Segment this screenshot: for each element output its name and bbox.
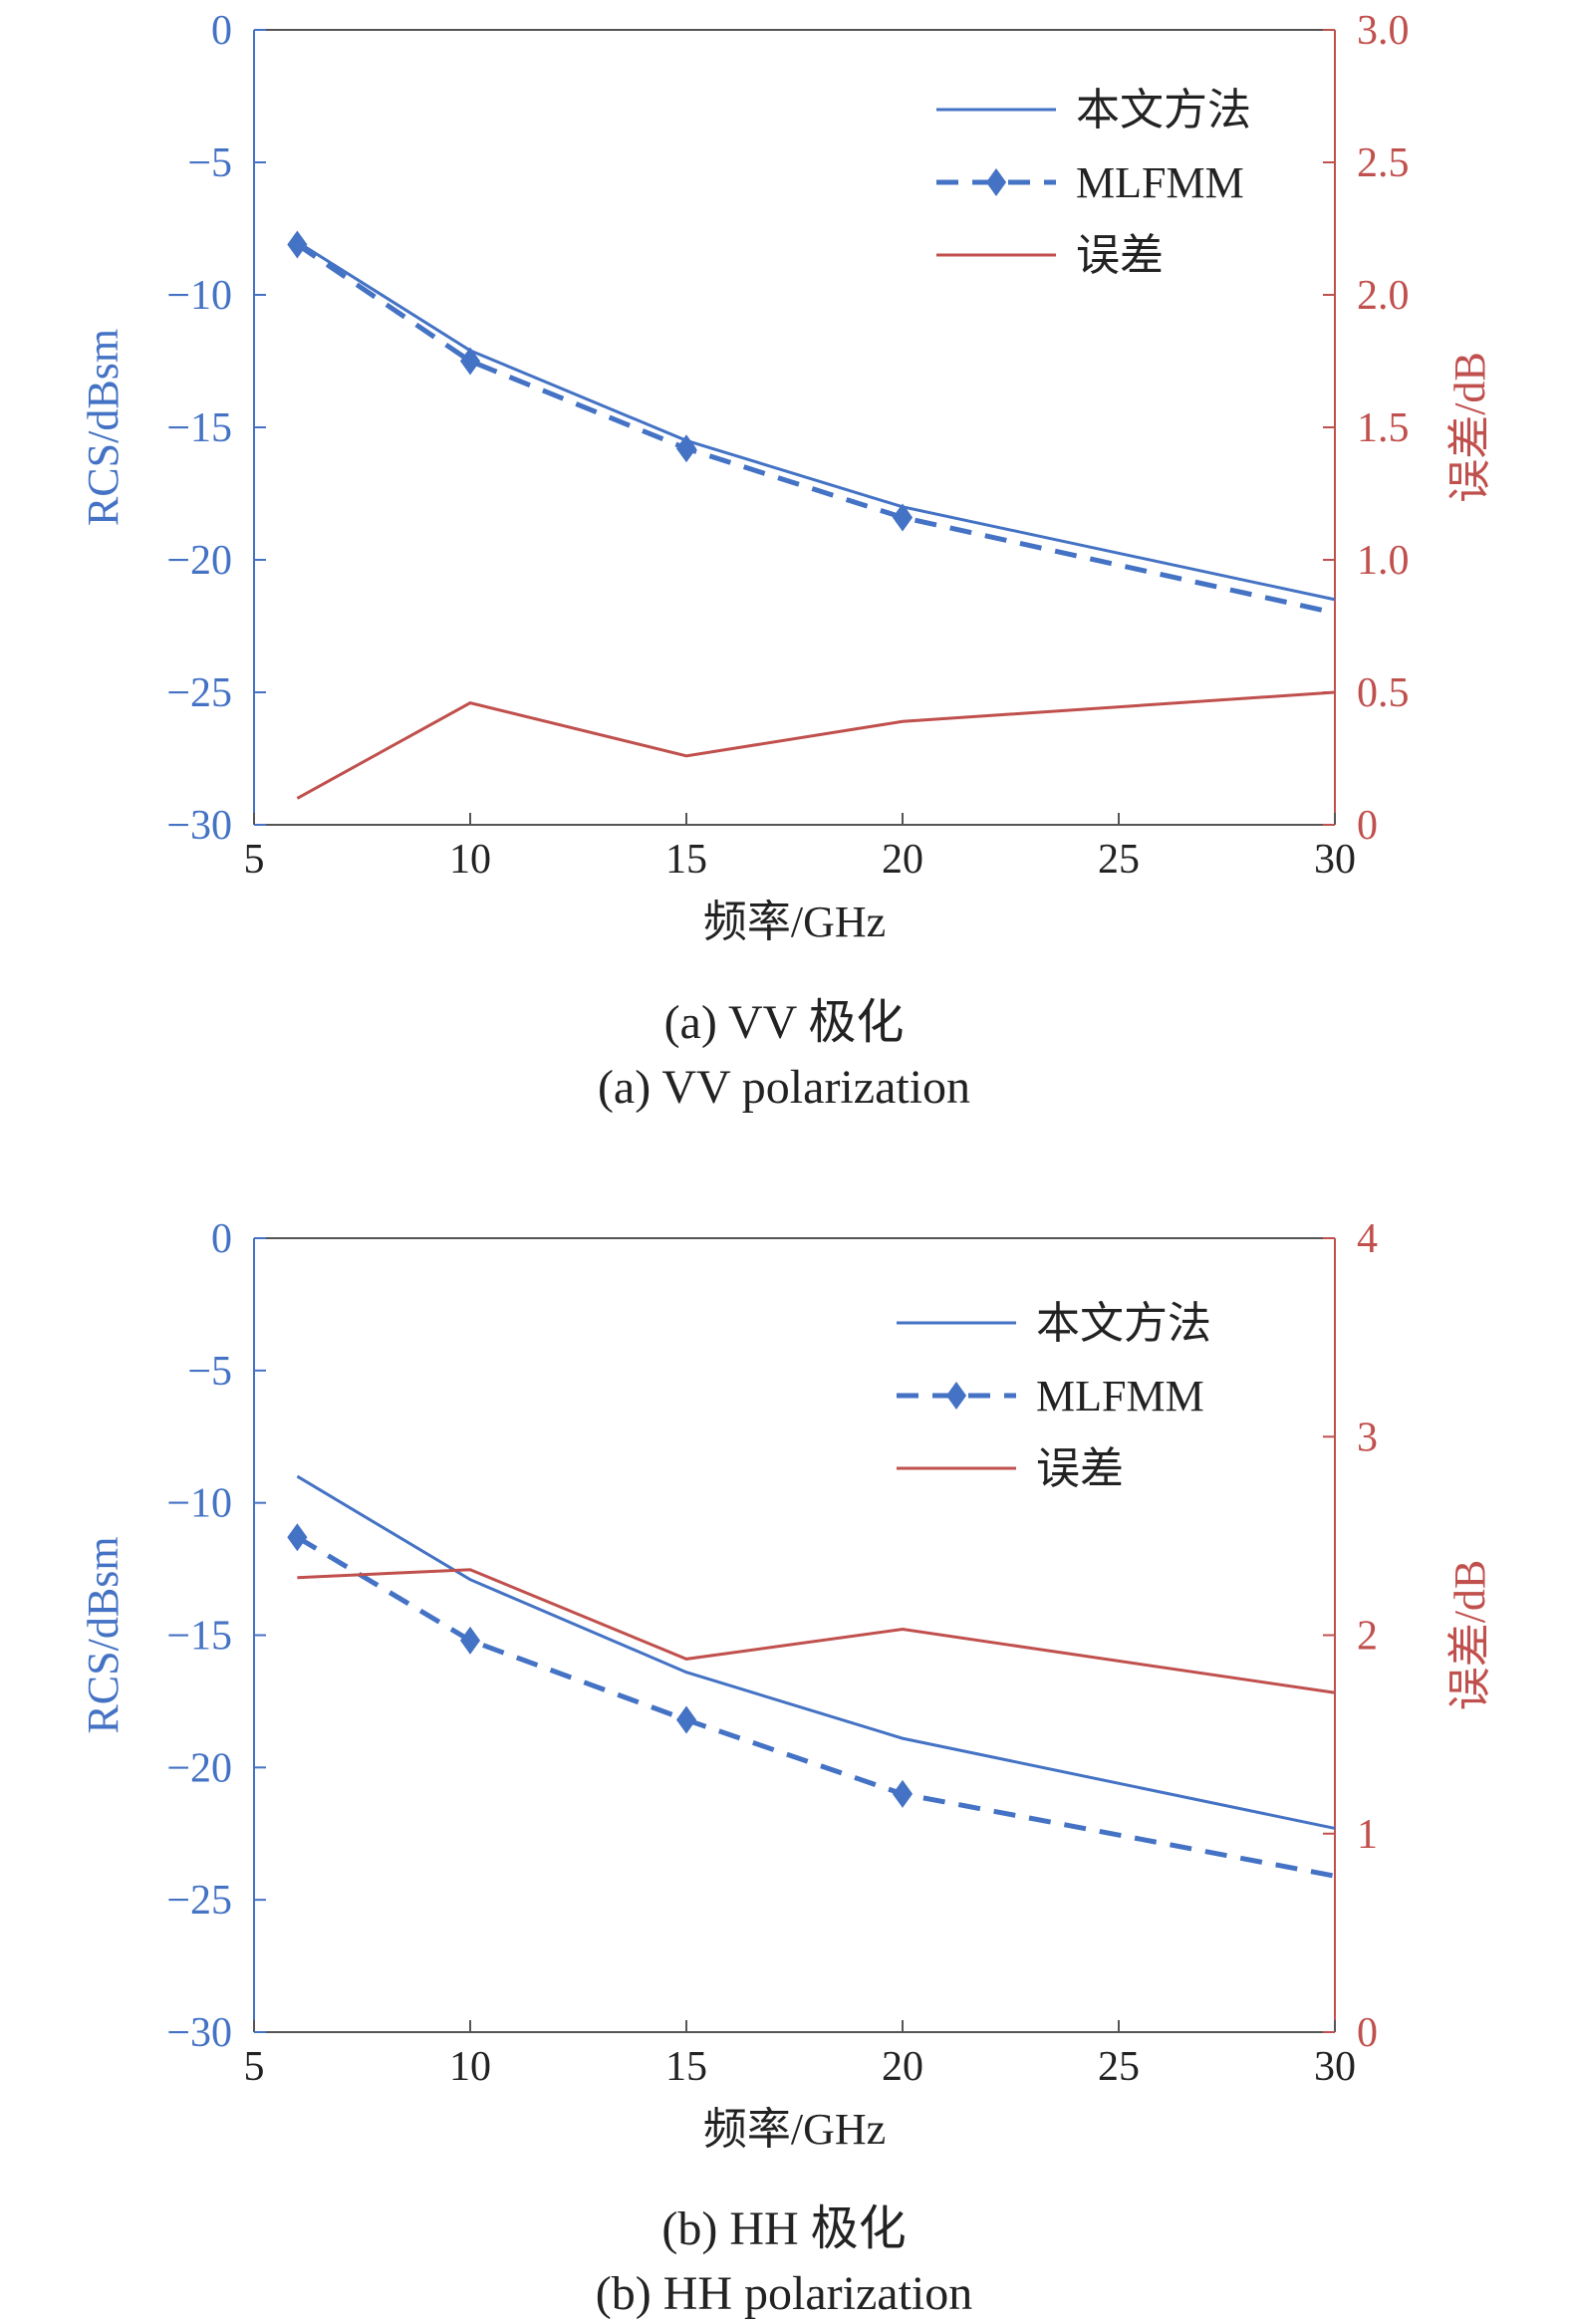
- legend-label-2: MLFMM: [1076, 158, 1244, 207]
- x-tick-label: 30: [1314, 2044, 1356, 2090]
- x-tick-label: 5: [244, 2044, 265, 2090]
- legend-label-3: 误差: [1076, 231, 1164, 280]
- legend-label-1: 本文方法: [1036, 1299, 1211, 1348]
- legend: 本文方法 MLFMM 误差: [897, 1299, 1211, 1493]
- series-line-3: [297, 1568, 1336, 1694]
- caption-en: (b) HH polarization: [596, 2267, 973, 2320]
- y-tick-label-right: 0.5: [1357, 670, 1410, 716]
- mlfmm-marker: [459, 1626, 481, 1655]
- y-tick-label-right: 4: [1357, 1216, 1378, 1262]
- y-tick-label-left: −15: [166, 405, 232, 451]
- y-tick-label-right: 0: [1357, 803, 1378, 849]
- legend: 本文方法 MLFMM 误差: [936, 86, 1251, 280]
- mlfmm-marker: [287, 230, 308, 259]
- caption-cn: (a) VV 极化: [664, 996, 905, 1049]
- y-tick-label-left: −25: [166, 670, 232, 716]
- mlfmm-marker: [892, 1779, 914, 1808]
- mlfmm-marker: [287, 1523, 308, 1552]
- series-line-2: [296, 242, 1336, 616]
- series-line-1: [296, 1474, 1336, 1830]
- y-tick-label-right: 1.0: [1357, 538, 1410, 584]
- chart-panel-a: 5 10 15 20 25 300−5−10−15−20−25−30 00.51.01.52…: [79, 8, 1494, 1114]
- y-axis-title-right: 误差/dB: [1445, 1560, 1494, 1711]
- mlfmm-marker: [675, 434, 697, 463]
- y-tick-label-left: −25: [166, 1878, 232, 1924]
- x-tick-label: 25: [1098, 837, 1140, 883]
- legend-label-3: 误差: [1036, 1444, 1124, 1493]
- y-tick-label-left: −30: [166, 803, 232, 849]
- x-tick-label: 5: [244, 837, 265, 883]
- x-tick-label: 15: [665, 2044, 707, 2090]
- y-tick-label-left: −5: [187, 1349, 232, 1395]
- legend-marker: [985, 168, 1007, 196]
- mlfmm-marker: [675, 1705, 697, 1734]
- x-tick-label: 15: [665, 837, 707, 883]
- x-tick-label: 10: [449, 2044, 491, 2090]
- y-axis-title-right: 误差/dB: [1445, 352, 1494, 503]
- x-tick-label: 30: [1314, 837, 1356, 883]
- y-tick-label-right: 2: [1357, 1614, 1378, 1660]
- y-tick-label-left: 0: [211, 8, 232, 54]
- y-tick-label-right: 0: [1357, 2010, 1378, 2056]
- legend-label-1: 本文方法: [1076, 86, 1251, 134]
- series-line-3: [296, 690, 1336, 800]
- legend-label-2: MLFMM: [1036, 1372, 1204, 1420]
- y-tick-label-left: −30: [166, 2010, 232, 2056]
- chart-panel-b: 5 10 15 20 25 300−5−10−15−20−25−30 01234频率/GHz…: [79, 1216, 1494, 2320]
- series-line-2: [296, 1535, 1336, 1879]
- y-tick-label-right: 2.5: [1357, 140, 1410, 186]
- x-tick-label: 20: [882, 837, 923, 883]
- x-tick-label: 10: [449, 837, 491, 883]
- caption-en: (a) VV polarization: [598, 1061, 970, 1114]
- y-tick-label-left: −20: [166, 538, 232, 584]
- legend-marker: [945, 1382, 967, 1410]
- y-tick-label-left: −10: [166, 1481, 232, 1527]
- y-tick-label-right: 3: [1357, 1415, 1378, 1460]
- y-tick-label-left: −5: [187, 140, 232, 186]
- y-tick-label-right: 1: [1357, 1812, 1378, 1858]
- y-tick-label-left: −10: [166, 273, 232, 319]
- y-tick-label-right: 2.0: [1357, 273, 1410, 319]
- series-line-1: [296, 240, 1336, 602]
- caption-cn: (b) HH 极化: [661, 2202, 906, 2255]
- y-tick-label-left: −15: [166, 1614, 232, 1660]
- y-axis-title-left: RCS/dBsm: [79, 329, 128, 526]
- mlfmm-marker: [459, 347, 481, 376]
- y-tick-label-left: −20: [166, 1745, 232, 1791]
- mlfmm-marker: [892, 503, 914, 532]
- x-tick-label: 20: [882, 2044, 923, 2090]
- y-tick-label-right: 1.5: [1357, 405, 1410, 451]
- y-tick-label-right: 3.0: [1357, 8, 1410, 54]
- x-tick-label: 25: [1098, 2044, 1140, 2090]
- x-axis-title: 频率/GHz: [703, 898, 886, 946]
- y-tick-label-left: 0: [211, 1216, 232, 1262]
- x-axis-title: 频率/GHz: [703, 2105, 886, 2154]
- y-axis-title-left: RCS/dBsm: [79, 1536, 128, 1733]
